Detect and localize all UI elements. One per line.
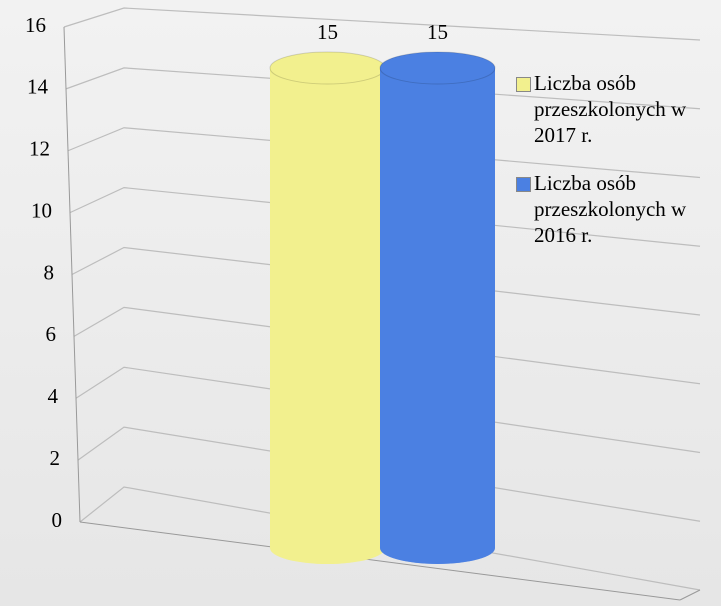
grid-line	[79, 486, 701, 591]
grid-line	[77, 426, 701, 522]
grid-line	[71, 246, 701, 316]
legend-swatch	[516, 177, 531, 192]
bar	[379, 51, 496, 564]
legend-item: Liczba osób przeszkolonych w 2017 r.	[516, 70, 716, 148]
legend-label: Liczba osób przeszkolonych w 2016 r.	[534, 171, 687, 247]
legend-swatch	[516, 77, 531, 92]
y-tick-label: 12	[29, 137, 50, 161]
grid-line	[63, 7, 701, 41]
grid-line	[67, 127, 701, 179]
y-tick-label: 8	[44, 260, 55, 284]
y-tick-label: 0	[52, 508, 63, 532]
grid-line	[65, 67, 701, 110]
legend: Liczba osób przeszkolonych w 2017 r. Licz…	[516, 70, 716, 270]
grid-line	[75, 366, 701, 454]
y-axis	[63, 26, 81, 523]
grid-line	[73, 306, 701, 385]
grid-line	[69, 187, 701, 247]
value-label: 15	[317, 20, 338, 44]
floor-edge	[79, 521, 681, 601]
y-tick-label: 14	[27, 75, 49, 99]
y-tick-label: 6	[46, 322, 57, 346]
value-label: 15	[427, 20, 448, 44]
floor-edge	[679, 589, 701, 601]
y-tick-label: 16	[25, 13, 46, 37]
bar	[269, 51, 386, 564]
y-tick-label: 10	[31, 198, 52, 222]
y-tick-label: 4	[48, 384, 59, 408]
legend-item: Liczba osób przeszkolonych w 2016 r.	[516, 170, 716, 248]
y-tick-label: 2	[50, 446, 61, 470]
legend-label: Liczba osób przeszkolonych w 2017 r.	[534, 71, 687, 147]
